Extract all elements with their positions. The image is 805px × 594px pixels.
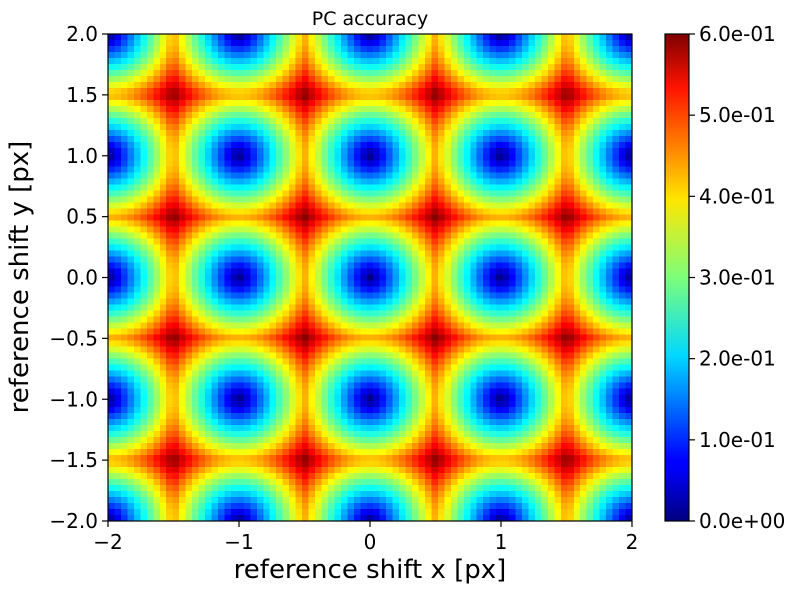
- heatmap-plot-area: [107, 33, 633, 522]
- x-axis-label: reference shift x [px]: [234, 555, 507, 585]
- y-tick-label: −1.5: [49, 448, 98, 472]
- y-tick-label: 0.0: [66, 266, 98, 290]
- colorbar-tick-label: 5.0e-01: [699, 103, 776, 127]
- x-axis-ticks: −2 −1 0 1 2: [93, 521, 638, 554]
- y-axis-ticks: 2.0 1.5 1.0 0.5 0.0 −0.5 −1.0 −1.5 −2.0: [49, 22, 108, 533]
- y-tick-label: −0.5: [49, 326, 98, 350]
- y-tick-label: 1.5: [66, 83, 98, 107]
- colorbar-tick-label: 3.0e-01: [699, 266, 776, 290]
- chart-title: PC accuracy: [312, 8, 429, 30]
- colorbar-tick-label: 4.0e-01: [699, 184, 776, 208]
- colorbar-ticks: 0.0e+00 1.0e-01 2.0e-01 3.0e-01 4.0e-01 5.0e-…: [689, 22, 785, 533]
- colorbar-tick-label: 6.0e-01: [699, 22, 776, 46]
- heatmap-image: [108, 34, 632, 521]
- x-tick-label: −2: [93, 530, 122, 554]
- y-tick-label: −1.0: [49, 387, 98, 411]
- y-tick-label: 1.0: [66, 144, 98, 168]
- y-tick-label: −2.0: [49, 509, 98, 533]
- colorbar-gradient: [665, 34, 689, 521]
- y-tick-label: 2.0: [66, 22, 98, 46]
- x-tick-label: 1: [495, 530, 508, 554]
- colorbar-tick-label: 1.0e-01: [699, 428, 776, 452]
- y-tick-label: 0.5: [66, 205, 98, 229]
- x-tick-label: 2: [626, 530, 639, 554]
- colorbar-tick-label: 2.0e-01: [699, 347, 776, 371]
- y-axis-label: reference shift y [px]: [5, 141, 35, 414]
- colorbar-tick-label: 0.0e+00: [699, 509, 785, 533]
- x-tick-label: −1: [224, 530, 253, 554]
- colorbar: 0.0e+00 1.0e-01 2.0e-01 3.0e-01 4.0e-01 5.0e-…: [664, 22, 785, 533]
- x-tick-label: 0: [364, 530, 377, 554]
